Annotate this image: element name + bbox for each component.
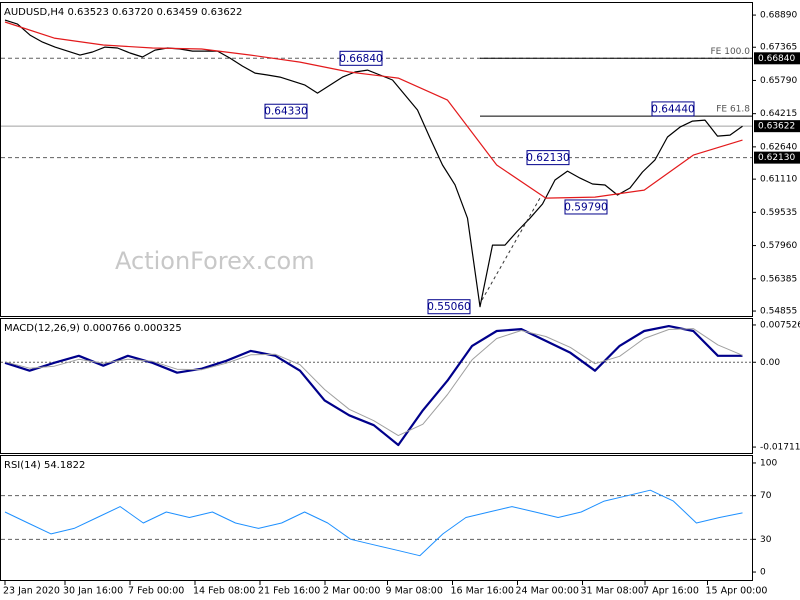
y-tick-label: 0.54855 <box>760 307 797 317</box>
annotation-label: 0.66840 <box>339 53 382 65</box>
x-tick-label: 21 Feb 16:00 <box>258 586 320 597</box>
trend-line <box>481 197 541 301</box>
panel-title: MACD(12,26,9) 0.000766 0.000325 <box>4 323 182 334</box>
annotation-label: 0.59790 <box>564 201 607 213</box>
y-tick-label: 0.59535 <box>760 208 797 218</box>
x-tick-label: 15 Apr 00:00 <box>706 586 768 597</box>
y-tick-label: 0.007526 <box>760 320 800 330</box>
y-tick-label: 0.67365 <box>760 43 797 53</box>
y-tick-label: 0.64215 <box>760 109 797 119</box>
x-tick-label: 30 Jan 16:00 <box>63 586 123 597</box>
x-tick-label: 31 Mar 08:00 <box>581 586 644 597</box>
panel-title: AUDUSD,H4 0.63523 0.63720 0.63459 0.6362… <box>4 7 242 18</box>
x-tick-label: 2 Mar 00:00 <box>323 586 380 597</box>
annotation-box <box>264 103 308 119</box>
y-tick-label: 0.68890 <box>760 11 797 21</box>
annotation-box <box>526 150 570 166</box>
annotation-box <box>339 50 383 66</box>
series-line <box>4 325 743 447</box>
series-line <box>4 489 743 557</box>
y-tick-label: 100 <box>760 458 777 468</box>
y-tick-label: 0.57960 <box>760 241 797 251</box>
watermark: ActionForex.com <box>115 247 315 275</box>
annotation-label: 0.62130 <box>526 152 569 164</box>
series-line <box>4 328 743 437</box>
series-line <box>4 21 743 199</box>
y-tick-label: 0.00 <box>760 358 780 368</box>
y-tick-label: 0 <box>760 568 766 578</box>
x-tick-label: 7 Feb 00:00 <box>128 586 184 597</box>
y-tick-label: 70 <box>760 491 772 501</box>
panel-title: RSI(14) 54.1822 <box>4 460 85 471</box>
x-tick-label: 16 Mar 16:00 <box>451 586 514 597</box>
y-tick-label: -0.017112 <box>760 443 800 453</box>
x-tick-label: 7 Apr 16:00 <box>643 586 699 597</box>
fe-label: FE 100.0 <box>711 47 751 57</box>
price-box <box>754 52 800 65</box>
x-tick-label: 14 Feb 08:00 <box>193 586 255 597</box>
price-box-label: 0.63622 <box>758 122 795 132</box>
y-tick-label: 0.56385 <box>760 274 797 284</box>
annotation-label: 0.64440 <box>651 103 694 115</box>
price-box <box>754 120 800 133</box>
y-tick-label: 0.62640 <box>760 142 797 152</box>
panel <box>0 2 753 317</box>
x-tick-label: 9 Mar 08:00 <box>386 586 443 597</box>
price-box-label: 0.62130 <box>758 153 795 163</box>
annotation-box <box>427 299 471 315</box>
annotation-label: 0.64330 <box>264 106 307 118</box>
panel <box>0 455 753 581</box>
y-tick-label: 30 <box>760 535 772 545</box>
y-tick-label: 0.65790 <box>760 76 797 86</box>
x-tick-label: 23 Jan 2020 <box>3 586 60 597</box>
panel <box>0 318 753 454</box>
price-box <box>754 151 800 164</box>
fe-label: FE 61.8 <box>716 105 750 115</box>
annotation-box <box>651 101 695 117</box>
x-tick-label: 24 Mar 00:00 <box>516 586 579 597</box>
price-box-label: 0.66840 <box>758 54 795 64</box>
y-tick-label: 0.61110 <box>760 175 797 185</box>
annotation-box <box>564 199 608 215</box>
annotation-label: 0.55060 <box>427 301 470 313</box>
